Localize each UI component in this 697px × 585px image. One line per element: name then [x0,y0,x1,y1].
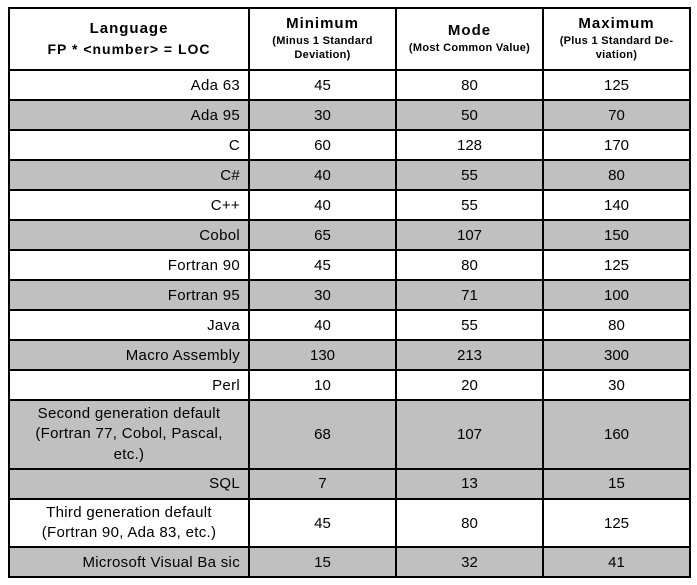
maximum-cell: 15 [542,467,691,500]
language-cell: C [8,129,250,161]
table-row: Ada 95 30 50 70 [8,99,691,131]
maximum-cell: 300 [542,339,691,371]
maximum-cell: 125 [542,249,691,281]
minimum-cell: 45 [248,497,397,549]
table-row: Ada 63 45 80 125 [8,69,691,101]
col-header-language: Language FP * <number> = LOC [8,7,250,71]
language-cell: Second generation default (Fortran 77, C… [8,399,250,470]
table-row: Macro Assembly 130 213 300 [8,339,691,371]
minimum-cell: 40 [248,309,397,341]
maximum-cell: 100 [542,279,691,311]
maximum-cell: 80 [542,309,691,341]
language-cell: Ada 95 [8,99,250,131]
minimum-cell: 40 [248,189,397,221]
mode-cell: 55 [395,309,544,341]
language-cell: SQL [8,467,250,500]
minimum-cell: 10 [248,369,397,401]
language-cell: C++ [8,189,250,221]
table-row: C++ 40 55 140 [8,189,691,221]
minimum-cell: 30 [248,99,397,131]
maximum-cell: 70 [542,99,691,131]
mode-cell: 13 [395,467,544,500]
minimum-cell: 65 [248,219,397,251]
minimum-cell: 130 [248,339,397,371]
mode-cell: 80 [395,69,544,101]
header-row: Language FP * <number> = LOC Minimum (Mi… [8,7,691,71]
table-row: Microsoft Visual Ba sic 15 32 41 [8,546,691,579]
minimum-cell: 45 [248,249,397,281]
col-header-minimum: Minimum (Minus 1 Standard Deviation) [248,7,397,71]
maximum-cell: 170 [542,129,691,161]
maximum-header-title: Maximum [578,15,655,33]
maximum-cell: 30 [542,369,691,401]
minimum-cell: 68 [248,399,397,470]
mode-cell: 20 [395,369,544,401]
maximum-cell: 160 [542,399,691,470]
maximum-cell: 140 [542,189,691,221]
maximum-cell: 150 [542,219,691,251]
mode-cell: 128 [395,129,544,161]
minimum-cell: 40 [248,159,397,191]
mode-cell: 80 [395,497,544,549]
minimum-cell: 45 [248,69,397,101]
language-cell: Cobol [8,219,250,251]
language-cell: Java [8,309,250,341]
language-cell: Perl [8,369,250,401]
maximum-cell: 125 [542,69,691,101]
minimum-cell: 30 [248,279,397,311]
mode-cell: 107 [395,399,544,470]
language-cell: C# [8,159,250,191]
language-cell: Fortran 95 [8,279,250,311]
table-row: Second generation default (Fortran 77, C… [8,399,691,470]
mode-cell: 80 [395,249,544,281]
minimum-cell: 60 [248,129,397,161]
table-row: Cobol 65 107 150 [8,219,691,251]
table-row: Fortran 95 30 71 100 [8,279,691,311]
language-header-subtitle: FP * <number> = LOC [47,41,211,58]
table-row: Fortran 90 45 80 125 [8,249,691,281]
col-header-maximum: Maximum (Plus 1 Standard De- viation) [542,7,691,71]
minimum-header-title: Minimum [286,15,359,33]
table-row: Java 40 55 80 [8,309,691,341]
language-header-title: Language [89,19,169,37]
table-row: C 60 128 170 [8,129,691,161]
minimum-cell: 15 [248,546,397,579]
table-row: SQL 7 13 15 [8,467,691,500]
mode-header-subtitle: (Most Common Value) [408,42,531,54]
mode-cell: 50 [395,99,544,131]
fp-loc-table: Language FP * <number> = LOC Minimum (Mi… [8,7,691,579]
mode-cell: 32 [395,546,544,579]
minimum-header-subtitle: (Minus 1 Standard Deviation) [272,35,373,61]
table-row: Perl 10 20 30 [8,369,691,401]
maximum-cell: 41 [542,546,691,579]
mode-cell: 55 [395,189,544,221]
mode-cell: 107 [395,219,544,251]
col-header-mode: Mode (Most Common Value) [395,7,544,71]
language-cell: Fortran 90 [8,249,250,281]
mode-header-title: Mode [447,22,492,40]
table-row: C# 40 55 80 [8,159,691,191]
language-cell: Third generation default (Fortran 90, Ad… [8,497,250,549]
language-cell: Macro Assembly [8,339,250,371]
maximum-cell: 80 [542,159,691,191]
maximum-header-subtitle: (Plus 1 Standard De- viation) [559,35,674,61]
table-row: Third generation default (Fortran 90, Ad… [8,497,691,549]
mode-cell: 55 [395,159,544,191]
mode-cell: 71 [395,279,544,311]
maximum-cell: 125 [542,497,691,549]
language-cell: Ada 63 [8,69,250,101]
minimum-cell: 7 [248,467,397,500]
language-cell: Microsoft Visual Ba sic [8,546,250,579]
mode-cell: 213 [395,339,544,371]
